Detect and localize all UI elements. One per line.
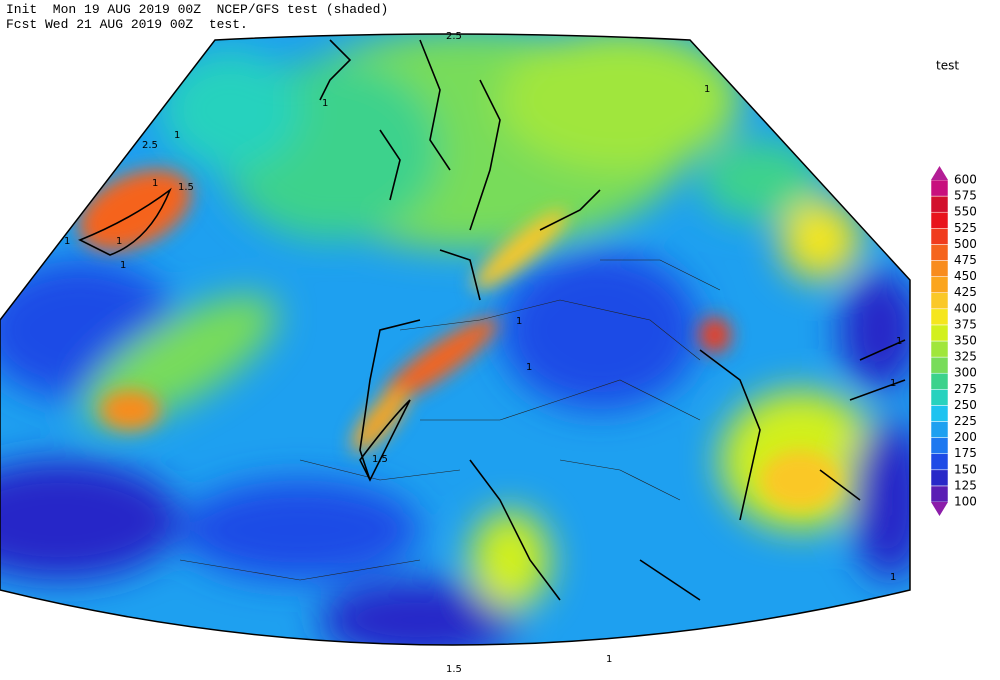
colorbar-label: 225	[954, 414, 977, 428]
colorbar-label: 575	[954, 189, 977, 203]
contour-label: 1	[64, 236, 70, 247]
colorbar-swatch	[930, 228, 949, 245]
colorbar-swatch	[930, 421, 949, 438]
colorbar-label: 175	[954, 446, 977, 460]
contour-label: 1	[526, 362, 532, 373]
contour-label: 2.5	[142, 140, 158, 151]
contour-label: 1.5	[372, 454, 388, 465]
colorbar-label: 600	[954, 173, 977, 187]
contour-label: 1	[116, 236, 122, 247]
contour-label: 1	[152, 178, 158, 189]
contour-label: 1.5	[446, 664, 462, 675]
colorbar-swatch	[930, 405, 949, 422]
colorbar-label: 200	[954, 430, 977, 444]
contour-label: 2.5	[446, 31, 462, 42]
colorbar-label: 550	[954, 205, 977, 219]
colorbar-swatch	[930, 469, 949, 487]
colorbar-swatch	[930, 453, 949, 471]
colorbar-label: 450	[954, 269, 977, 283]
colorbar-swatch	[930, 244, 949, 261]
colorbar-label: 400	[954, 301, 977, 315]
colorbar-label: 525	[954, 221, 977, 235]
colorbar-label: 375	[954, 317, 977, 331]
colorbar-label: 275	[954, 382, 977, 396]
colorbar-label: 250	[954, 398, 977, 412]
colorbar-swatch	[930, 372, 949, 390]
coastlines	[78, 39, 906, 601]
colorbar-swatch	[930, 356, 949, 374]
contour-label: 1	[704, 84, 710, 95]
shaded-field	[0, 34, 910, 645]
colorbar-swatch	[930, 292, 949, 310]
colorbar-swatch	[930, 276, 949, 293]
colorbar-swatch	[930, 340, 949, 358]
colorbar-swatch	[930, 211, 949, 229]
colorbar-label: 150	[954, 462, 977, 476]
colorbar-label: 350	[954, 334, 977, 348]
header-line: Init Mon 19 AUG 2019 00Z NCEP/GFS test (…	[6, 2, 388, 17]
colorbar-swatch	[931, 166, 948, 180]
contour-label: 1	[896, 336, 902, 347]
colorbar-title: test	[936, 59, 959, 73]
contour-label: 1	[174, 130, 180, 141]
colorbar-label: 425	[954, 285, 977, 299]
colorbar-swatch	[930, 324, 949, 342]
contour-label: 1.5	[178, 182, 194, 193]
colorbar-swatch	[930, 179, 949, 197]
colorbar: 100 125 150 175 200 225 250 275 300 325 350 375 400 4…	[930, 166, 977, 516]
contour-label: 1	[516, 316, 522, 327]
colorbar-label: 500	[954, 237, 977, 251]
colorbar-swatch	[930, 195, 949, 213]
contour-label: 1	[890, 378, 896, 389]
colorbar-label: 475	[954, 253, 977, 267]
colorbar-swatch	[931, 502, 948, 516]
map-frame	[0, 33, 911, 646]
colorbar-swatch	[930, 308, 949, 326]
colorbar-label: 300	[954, 366, 977, 380]
contour-label: 1	[120, 260, 126, 271]
colorbar-swatch	[930, 485, 949, 503]
colorbar-label: 100	[954, 495, 977, 509]
colorbar-swatch	[930, 437, 949, 454]
contour-label: 1	[322, 98, 328, 109]
colorbar-swatch	[930, 389, 949, 406]
colorbar-label: 125	[954, 478, 977, 492]
contour-label: 1	[606, 654, 612, 665]
colorbar-swatch	[930, 260, 949, 277]
contour-label: 1	[890, 572, 896, 583]
header-line: Fcst Wed 21 AUG 2019 00Z test.	[6, 17, 248, 32]
colorbar-label: 325	[954, 350, 977, 364]
